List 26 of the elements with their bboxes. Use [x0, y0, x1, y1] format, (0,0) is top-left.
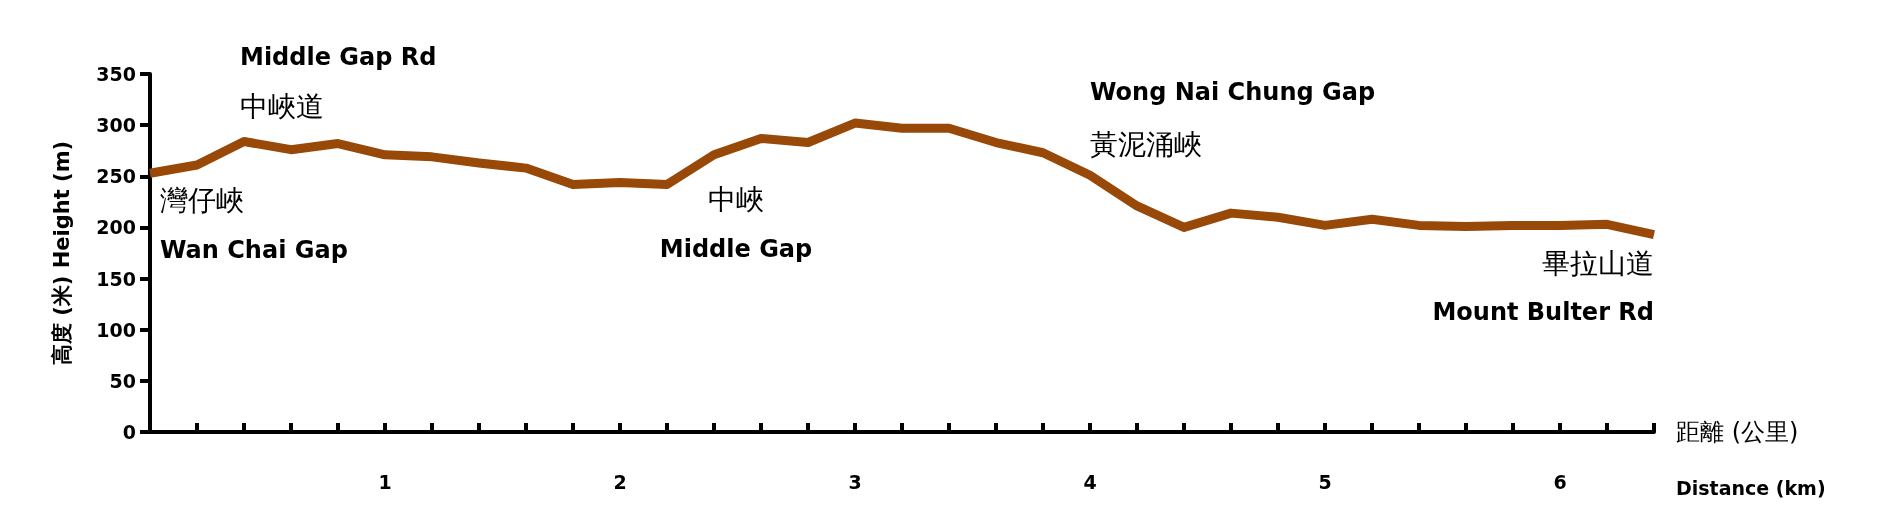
x-tick-label: 1: [378, 470, 392, 493]
annotation: Middle Gap Rd: [240, 42, 437, 71]
y-tick-label: 300: [96, 114, 136, 137]
y-tick-label: 150: [96, 267, 136, 290]
annotation: 灣仔峽: [160, 183, 244, 217]
y-tick-label: 100: [96, 318, 136, 341]
annotation: 黃泥涌峽: [1090, 127, 1202, 161]
x-tick-label: 2: [613, 470, 627, 493]
text: 距離 (公里) Distance (km): [1676, 418, 1826, 499]
x-tick-label: 3: [848, 470, 862, 493]
annotation: Middle Gap: [659, 235, 813, 264]
y-tick-label: 350: [96, 63, 136, 85]
y-tick-label: 50: [109, 369, 136, 392]
annotation: 畢拉山道: [1542, 247, 1654, 281]
y-axis-title: 高度 (米) Height (m): [49, 140, 74, 366]
annotation: Wong Nai Chung Gap: [1090, 78, 1376, 107]
x-tick-label: 6: [1553, 470, 1567, 493]
annotation: Mount Bulter Rd: [1432, 297, 1654, 326]
y-tick-label: 250: [96, 165, 136, 188]
y-tick-label: 200: [96, 216, 136, 239]
annotation: 中峽: [708, 182, 764, 216]
x-tick-label: 4: [1083, 470, 1097, 493]
annotation: 中峽道: [240, 90, 324, 124]
y-tick-label: 0: [122, 421, 136, 443]
x-tick-label: 5: [1318, 470, 1332, 493]
annotation: Wan Chai Gap: [160, 236, 348, 265]
